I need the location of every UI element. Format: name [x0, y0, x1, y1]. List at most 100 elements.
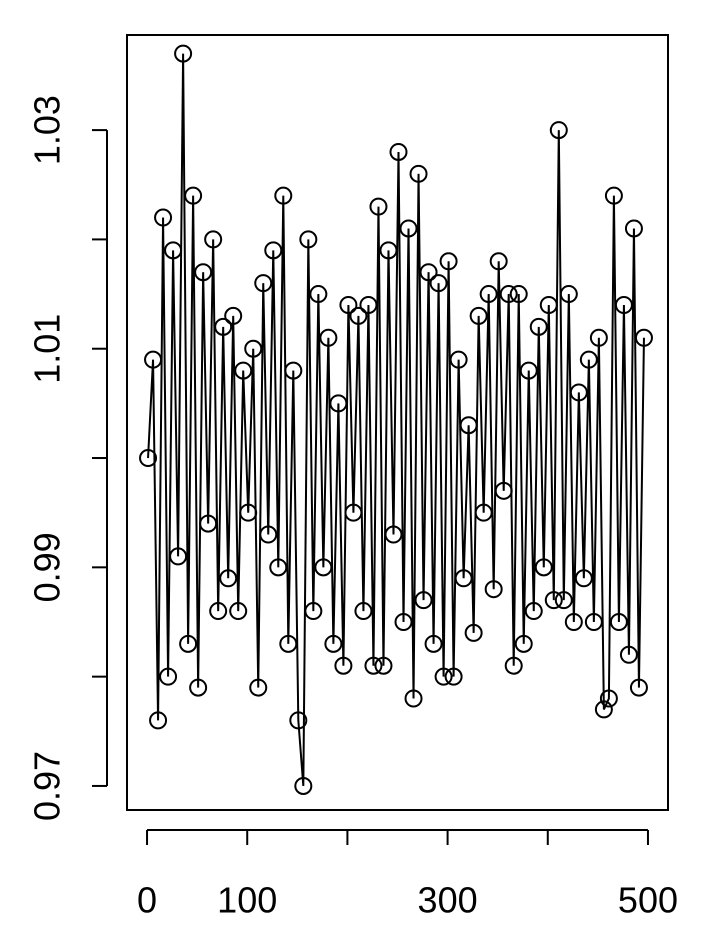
point: [219, 569, 238, 588]
point: [414, 591, 433, 610]
point: [279, 634, 298, 653]
point: [384, 525, 403, 544]
point: [164, 241, 183, 260]
point: [569, 383, 588, 402]
point: [499, 285, 518, 304]
point: [489, 252, 508, 271]
point: [154, 208, 173, 227]
point: [429, 274, 448, 293]
point: [374, 656, 393, 675]
point: [194, 263, 213, 282]
point: [269, 558, 288, 577]
point: [264, 241, 283, 260]
point: [469, 306, 488, 325]
point: [159, 667, 178, 686]
point: [299, 230, 318, 249]
point: [394, 612, 413, 631]
point: [139, 449, 158, 468]
x-tick-label: 100: [217, 880, 277, 921]
point: [169, 547, 188, 566]
x-tick-label: 0: [137, 880, 157, 921]
point: [209, 602, 228, 621]
point: [204, 230, 223, 249]
point: [199, 514, 218, 533]
point: [474, 503, 493, 522]
point: [594, 700, 613, 719]
point: [179, 634, 198, 653]
point: [334, 656, 353, 675]
point: [369, 197, 388, 216]
series-line: [147, 53, 645, 787]
point: [289, 711, 308, 730]
point: [214, 317, 233, 336]
point: [424, 634, 443, 653]
point: [379, 241, 398, 260]
point: [319, 328, 338, 347]
point: [359, 295, 378, 314]
point: [459, 416, 478, 435]
plot-frame: [126, 34, 669, 811]
point: [504, 656, 523, 675]
point: [274, 186, 293, 205]
point: [239, 503, 258, 522]
point: [404, 689, 423, 708]
point: [449, 350, 468, 369]
point: [549, 121, 568, 140]
point: [484, 580, 503, 599]
point: [494, 481, 513, 500]
point: [584, 612, 603, 631]
point: [224, 306, 243, 325]
point: [399, 219, 418, 238]
point: [294, 776, 313, 795]
point: [174, 44, 193, 63]
point: [589, 328, 608, 347]
point: [234, 361, 253, 380]
point: [609, 612, 628, 631]
point: [619, 645, 638, 664]
point: [604, 186, 623, 205]
point: [529, 317, 548, 336]
point: [314, 558, 333, 577]
point: [324, 634, 343, 653]
point: [534, 558, 553, 577]
point: [259, 525, 278, 544]
point: [479, 285, 498, 304]
point: [439, 252, 458, 271]
point: [184, 186, 203, 205]
point: [144, 350, 163, 369]
y-tick-label: 1.03: [27, 95, 68, 165]
point: [284, 361, 303, 380]
point: [329, 394, 348, 413]
point: [419, 263, 438, 282]
point: [389, 142, 408, 161]
point: [524, 602, 543, 621]
point: [634, 328, 653, 347]
point: [339, 295, 358, 314]
point: [254, 274, 273, 293]
x-tick-label: 300: [418, 880, 478, 921]
point: [354, 602, 373, 621]
point: [539, 295, 558, 314]
point: [579, 350, 598, 369]
point: [189, 678, 208, 697]
point: [614, 295, 633, 314]
point: [249, 678, 268, 697]
point: [304, 602, 323, 621]
point: [554, 591, 573, 610]
y-tick-label: 0.97: [27, 751, 68, 821]
point: [544, 591, 563, 610]
point: [509, 285, 528, 304]
point: [599, 689, 618, 708]
y-tick-label: 1.01: [27, 314, 68, 384]
point: [309, 285, 328, 304]
point: [409, 164, 428, 183]
point: [149, 711, 168, 730]
point: [514, 634, 533, 653]
point: [464, 623, 483, 642]
point: [454, 569, 473, 588]
point: [349, 306, 368, 325]
point: [444, 667, 463, 686]
point: [574, 569, 593, 588]
point: [344, 503, 363, 522]
